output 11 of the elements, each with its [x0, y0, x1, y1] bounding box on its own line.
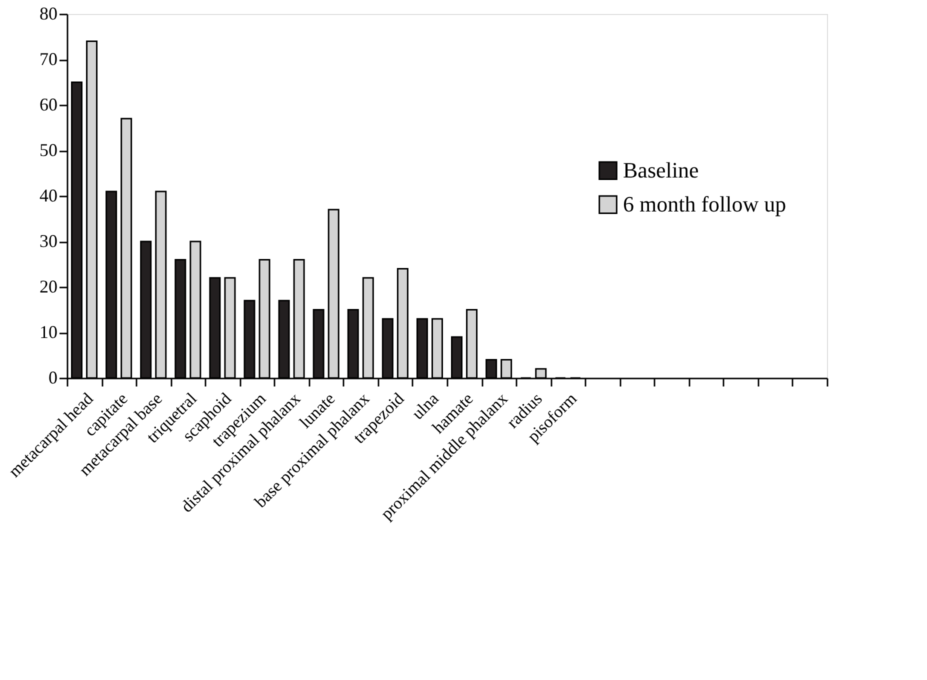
y-tick-label: 10	[40, 322, 58, 342]
legend-label: 6 month follow up	[623, 192, 786, 217]
y-tick-label: 80	[40, 4, 58, 24]
legend-label: Baseline	[623, 158, 699, 183]
y-tick-label: 0	[48, 368, 58, 388]
y-tick-label: 60	[40, 94, 58, 114]
y-tick-label: 70	[40, 49, 58, 69]
y-tick-label: 40	[40, 186, 58, 206]
y-tick-label: 50	[40, 140, 58, 160]
y-tick-label: 30	[40, 231, 58, 251]
y-tick-label: 20	[40, 276, 58, 296]
